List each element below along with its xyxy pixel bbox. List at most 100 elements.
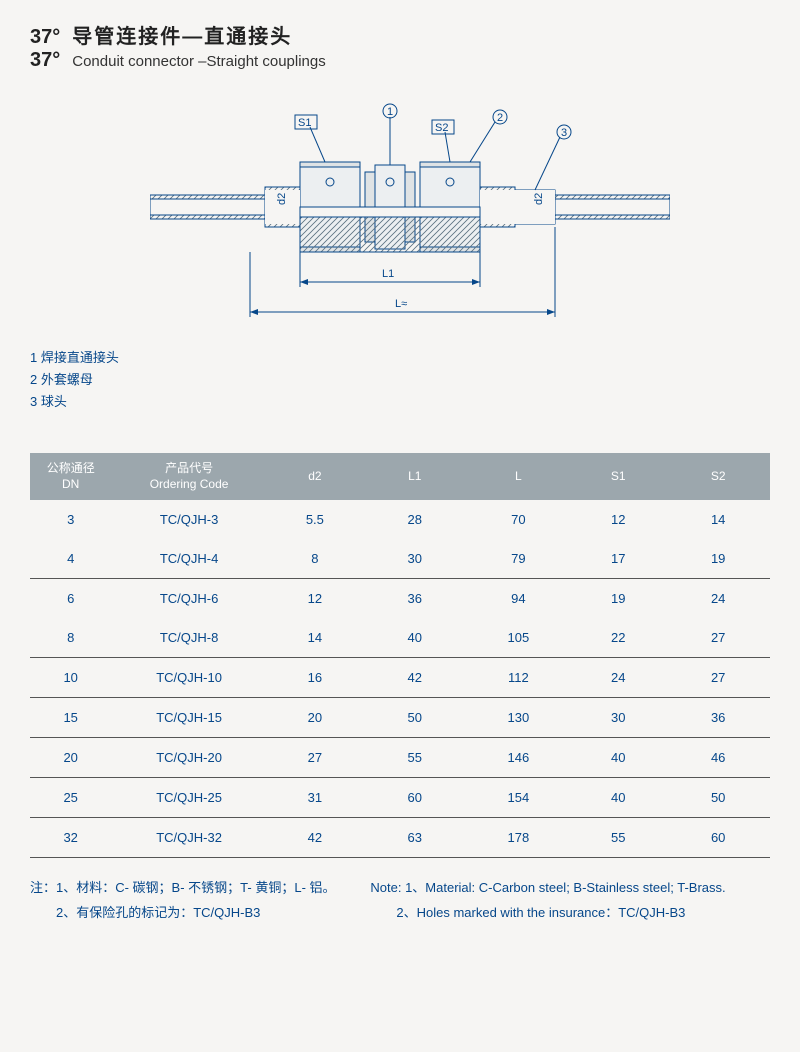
diagram-legend: 1 焊接直通接头 2 外套螺母 3 球头 — [30, 347, 770, 413]
coupling-diagram-svg: S1 1 S2 2 3 d2 d2 L1 — [150, 87, 670, 347]
table-cell: 8 — [30, 618, 111, 658]
table-cell: 60 — [666, 818, 770, 858]
table-cell: 146 — [467, 738, 571, 778]
table-cell: 154 — [467, 778, 571, 818]
table-cell: 16 — [267, 658, 363, 698]
degree-label-2: 37° — [30, 49, 60, 72]
table-cell: 15 — [30, 698, 111, 738]
table-cell: TC/QJH-15 — [111, 698, 266, 738]
note-1-en: Note: 1、Material: C-Carbon steel; B-Stai… — [370, 876, 770, 901]
table-cell: 36 — [363, 579, 467, 619]
table-row: 10TC/QJH-1016421122427 — [30, 658, 770, 698]
dim-l1: L1 — [382, 268, 394, 280]
table-cell: 19 — [666, 539, 770, 579]
table-row: 15TC/QJH-1520501303036 — [30, 698, 770, 738]
table-cell: 14 — [666, 500, 770, 539]
table-row: 3TC/QJH-35.528701214 — [30, 500, 770, 539]
table-cell: 31 — [267, 778, 363, 818]
degree-label: 37° — [30, 26, 60, 49]
spec-table: 公称通径DN产品代号Ordering Coded2L1LS1S2 3TC/QJH… — [30, 453, 770, 858]
legend-item-3: 3 球头 — [30, 391, 770, 413]
table-cell: 40 — [570, 738, 666, 778]
callout-2: 2 — [497, 112, 503, 124]
table-cell: TC/QJH-10 — [111, 658, 266, 698]
spec-header-row: 公称通径DN产品代号Ordering Coded2L1LS1S2 — [30, 453, 770, 500]
table-cell: 12 — [267, 579, 363, 619]
table-row: 6TC/QJH-61236941924 — [30, 579, 770, 619]
table-cell: 20 — [267, 698, 363, 738]
legend-item-1: 1 焊接直通接头 — [30, 347, 770, 369]
table-header-cell: S1 — [570, 453, 666, 500]
table-cell: TC/QJH-4 — [111, 539, 266, 579]
table-cell: 4 — [30, 539, 111, 579]
title-block: 37° 导管连接件—直通接头 37° Conduit connector –St… — [30, 20, 770, 72]
table-cell: 32 — [30, 818, 111, 858]
table-cell: 55 — [363, 738, 467, 778]
callout-s2: S2 — [435, 122, 448, 134]
table-row: 32TC/QJH-3242631785560 — [30, 818, 770, 858]
table-cell: 22 — [570, 618, 666, 658]
callout-3: 3 — [561, 127, 567, 139]
table-cell: 30 — [363, 539, 467, 579]
table-cell: 30 — [570, 698, 666, 738]
callout-1: 1 — [387, 106, 393, 118]
table-cell: 5.5 — [267, 500, 363, 539]
table-cell: 27 — [267, 738, 363, 778]
dim-d2-left: d2 — [276, 193, 288, 205]
table-header-cell: d2 — [267, 453, 363, 500]
table-cell: TC/QJH-3 — [111, 500, 266, 539]
note-1-cn: 注：1、材料：C- 碳钢；B- 不锈钢；T- 黄铜；L- 铝。 — [30, 876, 370, 901]
title-chinese: 导管连接件—直通接头 — [72, 20, 292, 49]
table-cell: TC/QJH-32 — [111, 818, 266, 858]
table-cell: 63 — [363, 818, 467, 858]
table-cell: 79 — [467, 539, 571, 579]
table-cell: 130 — [467, 698, 571, 738]
table-row: 20TC/QJH-2027551464046 — [30, 738, 770, 778]
table-cell: 55 — [570, 818, 666, 858]
table-cell: 178 — [467, 818, 571, 858]
table-cell: 24 — [570, 658, 666, 698]
table-cell: TC/QJH-8 — [111, 618, 266, 658]
table-cell: 8 — [267, 539, 363, 579]
table-cell: 50 — [666, 778, 770, 818]
table-cell: 27 — [666, 618, 770, 658]
table-header-cell: L — [467, 453, 571, 500]
table-cell: 42 — [267, 818, 363, 858]
table-cell: 46 — [666, 738, 770, 778]
legend-item-2: 2 外套螺母 — [30, 369, 770, 391]
table-header-cell: 公称通径DN — [30, 453, 111, 500]
table-cell: 40 — [570, 778, 666, 818]
note-2-cn: 2、有保险孔的标记为：TC/QJH-B3 — [30, 901, 370, 926]
table-cell: 36 — [666, 698, 770, 738]
table-cell: 28 — [363, 500, 467, 539]
table-header-cell: S2 — [666, 453, 770, 500]
table-cell: 3 — [30, 500, 111, 539]
spec-tbody: 3TC/QJH-35.5287012144TC/QJH-48307917196T… — [30, 500, 770, 858]
table-cell: 60 — [363, 778, 467, 818]
table-cell: TC/QJH-6 — [111, 579, 266, 619]
table-cell: TC/QJH-20 — [111, 738, 266, 778]
table-cell: 40 — [363, 618, 467, 658]
table-cell: 12 — [570, 500, 666, 539]
dim-l: L≈ — [395, 298, 407, 310]
table-cell: 70 — [467, 500, 571, 539]
callout-s1: S1 — [298, 117, 311, 129]
note-2-en: 2、Holes marked with the insurance：TC/QJH… — [370, 901, 770, 926]
table-header-cell: L1 — [363, 453, 467, 500]
table-cell: TC/QJH-25 — [111, 778, 266, 818]
table-header-cell: 产品代号Ordering Code — [111, 453, 266, 500]
table-cell: 17 — [570, 539, 666, 579]
table-cell: 10 — [30, 658, 111, 698]
table-row: 25TC/QJH-2531601544050 — [30, 778, 770, 818]
table-cell: 50 — [363, 698, 467, 738]
table-cell: 19 — [570, 579, 666, 619]
table-cell: 105 — [467, 618, 571, 658]
title-english: Conduit connector –Straight couplings — [72, 53, 326, 70]
table-cell: 20 — [30, 738, 111, 778]
table-cell: 112 — [467, 658, 571, 698]
dim-d2-right: d2 — [533, 193, 545, 205]
table-cell: 25 — [30, 778, 111, 818]
footnotes: 注：1、材料：C- 碳钢；B- 不锈钢；T- 黄铜；L- 铝。 Note: 1、… — [30, 876, 770, 925]
table-row: 4TC/QJH-4830791719 — [30, 539, 770, 579]
table-cell: 24 — [666, 579, 770, 619]
